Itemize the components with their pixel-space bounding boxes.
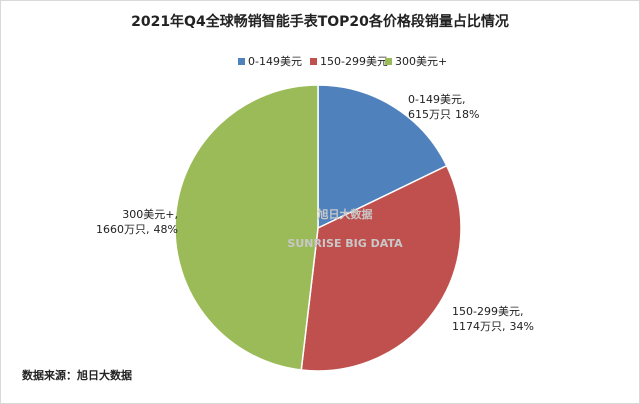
data-label-value: 1174万只, 34% — [452, 320, 534, 333]
pie-slice — [317, 84, 448, 230]
legend-swatch — [385, 58, 392, 65]
pie-slice — [300, 164, 462, 372]
legend-label: 300美元+ — [395, 55, 447, 68]
watermark-subtext: SUNRISE BIG DATA — [287, 237, 403, 250]
legend-label: 150-299美元 — [320, 55, 388, 68]
watermark: 旭日大数据 — [317, 207, 373, 221]
data-label-name: 0-149美元, — [408, 93, 465, 106]
value-label: 615万只 — [408, 108, 451, 121]
data-label-name: 300美元+, — [122, 208, 178, 221]
value-label: 1660万只, — [96, 223, 150, 236]
legend-label: 0-149美元 — [248, 55, 302, 68]
legend-swatch — [310, 58, 317, 65]
pie-slice — [174, 84, 319, 371]
data-label-value: 615万只 18% — [408, 108, 479, 121]
source-note: 数据来源：旭日大数据 — [22, 368, 132, 382]
data-label-name: 150-299美元, — [452, 305, 523, 318]
data-label-value: 1660万只, 48% — [96, 223, 178, 236]
percent-label: 34% — [510, 320, 534, 333]
legend-swatch — [238, 58, 245, 65]
percent-label: 18% — [455, 108, 479, 121]
pie — [174, 84, 462, 372]
percent-label: 48% — [154, 223, 178, 236]
chart-title: 2021年Q4全球畅销智能手表TOP20各价格段销量占比情况 — [131, 13, 509, 30]
value-label: 1174万只, — [452, 320, 506, 333]
